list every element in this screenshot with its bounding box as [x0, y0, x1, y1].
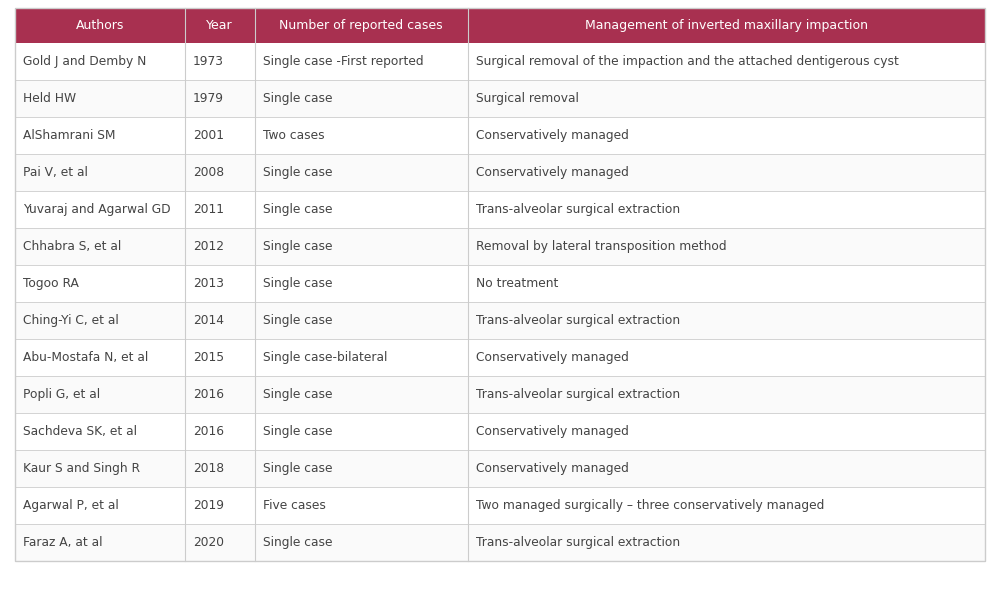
Text: Two cases: Two cases [263, 129, 324, 142]
Text: Gold J and Demby N: Gold J and Demby N [23, 55, 146, 68]
Text: Trans-alveolar surgical extraction: Trans-alveolar surgical extraction [476, 203, 680, 216]
Text: Two managed surgically – three conservatively managed: Two managed surgically – three conservat… [476, 499, 824, 512]
Text: Single case: Single case [263, 462, 332, 475]
Text: Single case-bilateral: Single case-bilateral [263, 351, 387, 364]
Text: Conservatively managed: Conservatively managed [476, 129, 629, 142]
Bar [15, 487, 985, 524]
Bar [15, 450, 985, 487]
Text: 2008: 2008 [193, 166, 224, 179]
Text: Trans-alveolar surgical extraction: Trans-alveolar surgical extraction [476, 388, 680, 401]
Text: Single case -First reported: Single case -First reported [263, 55, 423, 68]
Text: Surgical removal: Surgical removal [476, 92, 579, 105]
Text: Single case: Single case [263, 425, 332, 438]
Text: Trans-alveolar surgical extraction: Trans-alveolar surgical extraction [476, 314, 680, 327]
Bar [15, 8, 985, 43]
Bar [15, 524, 985, 561]
Text: Conservatively managed: Conservatively managed [476, 351, 629, 364]
Text: 2015: 2015 [193, 351, 224, 364]
Text: Number of reported cases: Number of reported cases [279, 19, 443, 32]
Text: Single case: Single case [263, 388, 332, 401]
Text: Single case: Single case [263, 277, 332, 290]
Text: Agarwal P, et al: Agarwal P, et al [23, 499, 119, 512]
Bar [15, 265, 985, 302]
Text: 2001: 2001 [193, 129, 224, 142]
Text: 1979: 1979 [193, 92, 224, 105]
Text: 2011: 2011 [193, 203, 224, 216]
Text: Togoo RA: Togoo RA [23, 277, 79, 290]
Text: Faraz A, at al: Faraz A, at al [23, 536, 103, 549]
Text: Held HW: Held HW [23, 92, 76, 105]
Bar [15, 80, 985, 117]
Bar [15, 191, 985, 228]
Text: Management of inverted maxillary impaction: Management of inverted maxillary impacti… [585, 19, 868, 32]
Text: Single case: Single case [263, 92, 332, 105]
Text: No treatment: No treatment [476, 277, 558, 290]
Text: Single case: Single case [263, 240, 332, 253]
Text: Popli G, et al: Popli G, et al [23, 388, 100, 401]
Text: 2020: 2020 [193, 536, 224, 549]
Bar [15, 154, 985, 191]
Text: Authors: Authors [76, 19, 124, 32]
Text: Sachdeva SK, et al: Sachdeva SK, et al [23, 425, 137, 438]
Text: 2016: 2016 [193, 388, 224, 401]
Text: 2018: 2018 [193, 462, 224, 475]
Text: Trans-alveolar surgical extraction: Trans-alveolar surgical extraction [476, 536, 680, 549]
Text: Conservatively managed: Conservatively managed [476, 462, 629, 475]
Text: Yuvaraj and Agarwal GD: Yuvaraj and Agarwal GD [23, 203, 171, 216]
Bar [15, 43, 985, 80]
Text: Removal by lateral transposition method: Removal by lateral transposition method [476, 240, 727, 253]
Text: Ching-Yi C, et al: Ching-Yi C, et al [23, 314, 119, 327]
Text: AlShamrani SM: AlShamrani SM [23, 129, 116, 142]
Text: Pai V, et al: Pai V, et al [23, 166, 88, 179]
Bar [15, 339, 985, 376]
Text: Conservatively managed: Conservatively managed [476, 166, 629, 179]
Text: Chhabra S, et al: Chhabra S, et al [23, 240, 121, 253]
Text: 2016: 2016 [193, 425, 224, 438]
Text: 1973: 1973 [193, 55, 224, 68]
Text: Surgical removal of the impaction and the attached dentigerous cyst: Surgical removal of the impaction and th… [476, 55, 899, 68]
Text: Kaur S and Singh R: Kaur S and Singh R [23, 462, 140, 475]
Text: Single case: Single case [263, 166, 332, 179]
Text: 2019: 2019 [193, 499, 224, 512]
Bar [15, 228, 985, 265]
Bar [15, 376, 985, 413]
Text: Abu-Mostafa N, et al: Abu-Mostafa N, et al [23, 351, 148, 364]
Text: Single case: Single case [263, 203, 332, 216]
Text: Single case: Single case [263, 314, 332, 327]
Text: Single case: Single case [263, 536, 332, 549]
Text: Five cases: Five cases [263, 499, 325, 512]
Bar [15, 117, 985, 154]
Bar [15, 302, 985, 339]
Bar [15, 413, 985, 450]
Text: 2013: 2013 [193, 277, 224, 290]
Text: Conservatively managed: Conservatively managed [476, 425, 629, 438]
Text: Year: Year [206, 19, 233, 32]
Text: 2014: 2014 [193, 314, 224, 327]
Text: 2012: 2012 [193, 240, 224, 253]
